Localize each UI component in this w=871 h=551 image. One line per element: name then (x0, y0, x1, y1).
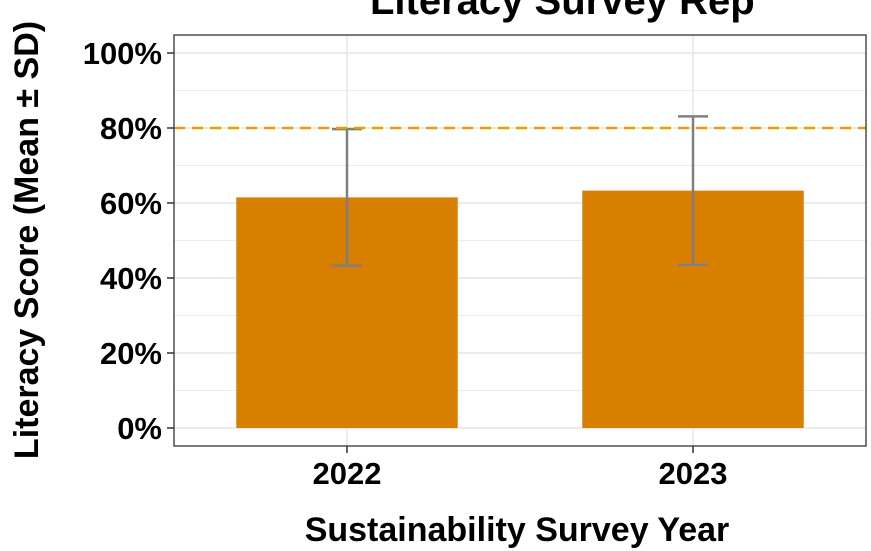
x-tick-label: 2023 (659, 456, 728, 491)
y-axis-title: Literacy Score (Mean ± SD) (8, 21, 46, 459)
x-tick-label: 2022 (313, 456, 382, 491)
x-axis-title: Sustainability Survey Year (305, 511, 730, 549)
panel-border (173, 34, 867, 447)
y-tick-label: 0% (117, 411, 162, 446)
bars (236, 190, 804, 428)
error-bar-2023 (678, 115, 708, 267)
y-axis-ticks: 0% 20% 40% 60% 80% 100% (83, 36, 174, 446)
y-tick-label: 40% (100, 261, 162, 296)
x-axis-ticks: 2022 2023 (313, 446, 728, 491)
chart-title: Literacy Survey Rep (370, 0, 755, 23)
y-tick-label: 60% (100, 186, 162, 221)
y-tick-label: 20% (100, 336, 162, 371)
y-tick-label: 80% (100, 111, 162, 146)
y-tick-label: 100% (83, 36, 162, 71)
